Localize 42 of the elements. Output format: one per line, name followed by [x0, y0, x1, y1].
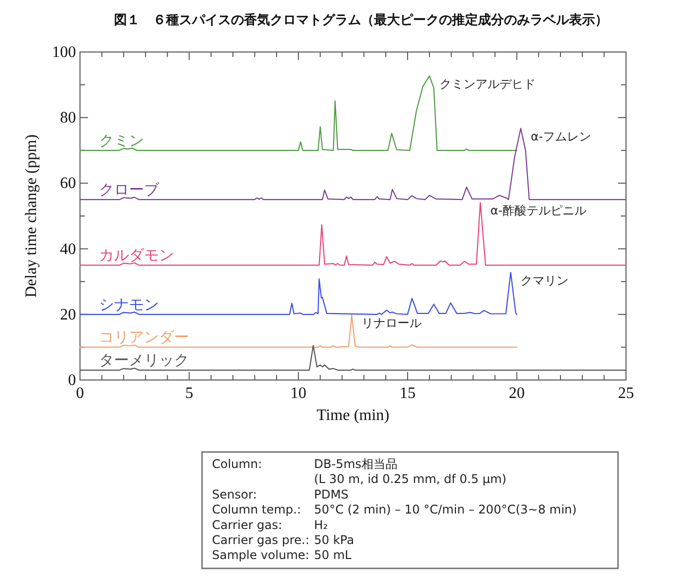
- chart-title: 図１ ６種スパイスの香気クロマトグラム（最大ピークの推定成分のみラベル表示）: [114, 12, 608, 28]
- text: DB-5ms相当品: [314, 457, 398, 471]
- annotation: α-フムレン: [530, 129, 591, 144]
- series-label: クローブ: [98, 180, 160, 199]
- annotation: クミンアルデヒド: [439, 76, 536, 91]
- text: 50°C (2 min) – 10 °C/min – 200°C(3∼8 min): [314, 502, 577, 517]
- text: Carrier gas:: [212, 518, 282, 532]
- y-tick-label: 80: [60, 110, 76, 127]
- text: Carrier gas pre.:: [212, 533, 310, 547]
- x-axis-title: Time (min): [316, 407, 390, 424]
- series-label: クミン: [98, 131, 144, 150]
- text: 50 kPa: [314, 533, 354, 547]
- series-label: シナモン: [98, 295, 159, 314]
- y-tick-label: 40: [60, 240, 76, 258]
- text: Column:: [212, 457, 262, 471]
- x-tick-label: 25: [618, 385, 634, 402]
- text: Column temp.:: [212, 502, 302, 517]
- text: 50 mL: [314, 548, 352, 562]
- y-axis-title: Delay time change (ppm): [23, 134, 40, 298]
- x-tick-label: 20: [508, 385, 525, 402]
- line-series: [79, 314, 518, 348]
- y-tick-label: 60: [60, 175, 76, 192]
- x-tick-label: 10: [290, 385, 306, 402]
- y-tick-label: 20: [60, 306, 76, 324]
- series-label: カルダモン: [98, 246, 174, 264]
- annotation: リナロール: [362, 316, 422, 330]
- y-tick-label: 100: [52, 44, 76, 61]
- y-tick-label: 0: [68, 372, 76, 389]
- series-label: コリアンダー: [98, 328, 189, 346]
- line-series: [79, 128, 627, 200]
- x-tick-label: 15: [400, 385, 416, 402]
- line-series: [79, 272, 518, 315]
- annotation: α-酢酸テルピニル: [490, 204, 587, 218]
- text: (L 30 m, id 0.25 mm, df 0.5 μm): [314, 472, 506, 486]
- text: Sensor:: [212, 487, 257, 502]
- text: PDMS: [314, 487, 348, 502]
- text: Sample volume:: [212, 548, 310, 562]
- line-series: [79, 202, 627, 266]
- series-label: ターメリック: [98, 351, 189, 370]
- text: H₂: [314, 518, 328, 532]
- x-tick-label: 5: [185, 385, 194, 402]
- annotation: クマリン: [520, 273, 569, 288]
